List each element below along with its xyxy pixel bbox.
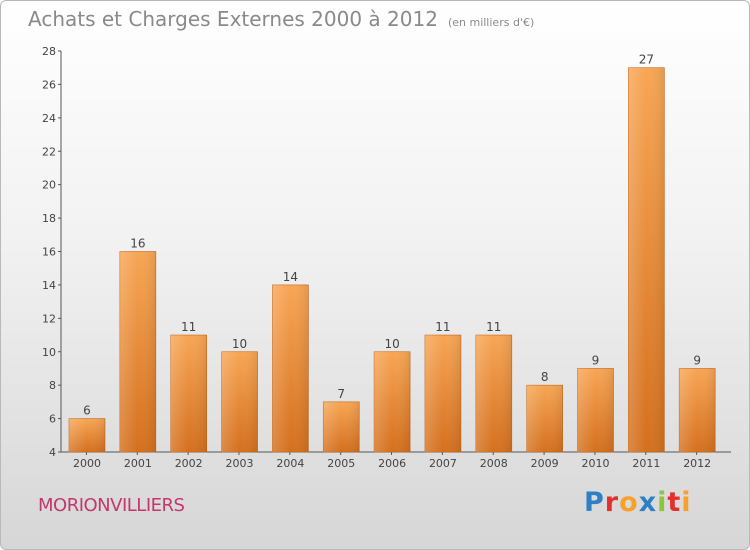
bar-shine [475,335,512,452]
y-tick-label: 6 [49,413,56,426]
logo-letter: i [657,487,668,518]
bar-shine [119,251,156,452]
y-tick-label: 22 [42,145,56,158]
bar-shine [69,418,105,452]
x-tick-label: 2011 [632,457,660,470]
y-tick-label: 8 [49,379,56,392]
bar-value-label: 11 [486,320,501,334]
x-tick-label: 2012 [683,457,711,470]
x-tick-label: 2003 [226,457,254,470]
logo-letter: r [604,487,620,518]
y-tick-label: 26 [42,78,56,91]
bar-shine [577,368,614,452]
bar-value-label: 9 [592,353,600,367]
bar-shine [424,335,461,452]
bar-value-label: 7 [337,387,345,401]
chart-bars [68,67,716,453]
place-name: MORIONVILLIERS [38,495,185,516]
bar-shine [628,67,665,452]
x-tick-label: 2006 [378,457,406,470]
y-tick-label: 28 [42,45,56,58]
bar-shine [170,335,207,452]
y-tick-label: 4 [49,446,56,459]
y-tick-label: 12 [42,312,56,325]
bar-value-label: 6 [83,404,91,418]
logo-letter: x [638,487,658,518]
bar-value-label: 14 [283,270,298,284]
x-tick-label: 2009 [531,457,559,470]
x-tick-label: 2004 [276,457,304,470]
title-text: Achats et Charges Externes 2000 à 2012 [28,7,438,31]
bar-value-label: 11 [181,320,196,334]
y-tick-label: 24 [42,112,56,125]
y-tick-label: 20 [42,179,56,192]
logo-letter: t [667,487,682,518]
bar-value-label: 11 [435,320,450,334]
bar-value-label: 16 [130,237,145,251]
chart-title: Achats et Charges Externes 2000 à 2012 (e… [28,7,534,31]
chart-subtitle: (en milliers d'€) [447,16,535,29]
y-tick-label: 18 [42,212,56,225]
y-tick-label: 16 [42,246,56,259]
x-tick-label: 2001 [124,457,152,470]
chart-labels: 6 2000 16 2001 11 2002 10 2003 14 2004 7 2005 10 2006… [73,53,711,470]
x-tick-label: 2002 [175,457,203,470]
bar-shine [526,385,563,452]
bar-value-label: 10 [232,337,247,351]
bar-value-label: 27 [639,53,654,67]
bar-shine [374,351,411,452]
x-tick-label: 2005 [327,457,355,470]
bar-shine [323,401,360,452]
x-tick-label: 2007 [429,457,457,470]
y-tick-label: 10 [42,346,56,359]
x-tick-label: 2000 [73,457,101,470]
bar-value-label: 10 [384,337,399,351]
bar-value-label: 9 [693,353,701,367]
proxiti-logo[interactable]: Proxiti [584,487,692,518]
logo-letter: P [584,487,605,518]
bar-shine [221,351,258,452]
y-tick-label: 14 [42,279,56,292]
bar-shine [679,368,716,452]
x-tick-label: 2010 [582,457,610,470]
x-tick-label: 2008 [480,457,508,470]
bar-value-label: 8 [541,370,549,384]
bar-shine [272,284,309,452]
logo-letter: o [619,487,639,518]
logo-letter: i [681,487,692,518]
